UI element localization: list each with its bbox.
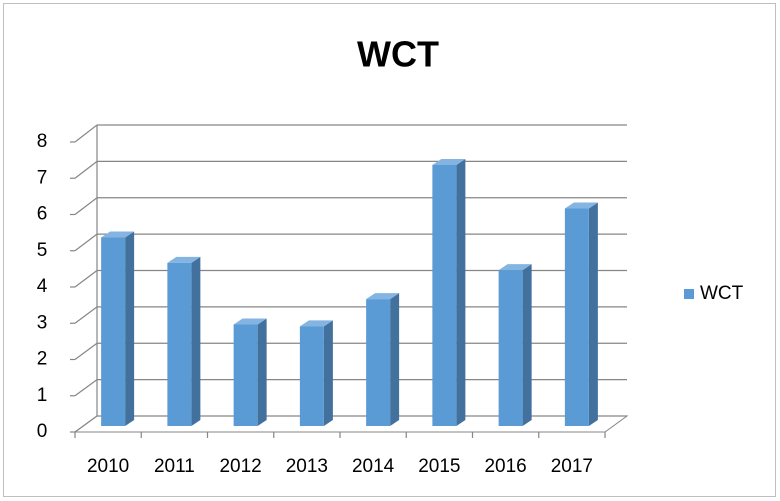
- bar: [432, 159, 466, 426]
- y-tick-label: 7: [37, 167, 48, 188]
- y-tick-label: 8: [37, 131, 48, 152]
- bar-top: [101, 231, 135, 238]
- bar-front: [101, 237, 126, 426]
- legend-swatch: [684, 289, 694, 299]
- grid-line-side: [74, 124, 98, 143]
- bar-side: [522, 264, 532, 426]
- x-tick-label: 2013: [286, 456, 328, 477]
- bar-top: [498, 264, 532, 271]
- bar: [233, 318, 267, 426]
- x-tick-label: 2011: [154, 456, 195, 477]
- bar: [498, 264, 532, 426]
- x-tick-label: 2017: [551, 456, 593, 477]
- legend-label: WCT: [700, 283, 744, 304]
- y-tick-label: 5: [37, 240, 48, 261]
- x-tick-label: 2014: [352, 456, 395, 477]
- grid-line-side: [74, 306, 98, 324]
- bar: [299, 320, 333, 426]
- bar-front: [233, 324, 258, 426]
- bar-side: [191, 256, 201, 426]
- y-tick-label: 3: [37, 312, 48, 333]
- grid-line-side: [74, 233, 98, 252]
- bar-side: [257, 318, 267, 426]
- bar-front: [299, 326, 324, 426]
- bar-top: [366, 293, 400, 300]
- bar: [101, 231, 135, 426]
- x-tick-label: 2015: [418, 456, 460, 477]
- bar-top: [233, 318, 267, 325]
- x-tick-label: 2012: [219, 456, 261, 477]
- bar-side: [588, 202, 598, 426]
- bar-side: [323, 320, 333, 426]
- bar: [564, 202, 598, 426]
- x-tick-label: 2016: [484, 456, 526, 477]
- bar-front: [366, 299, 391, 426]
- grid-line-side: [74, 342, 98, 360]
- bar-front: [564, 208, 589, 426]
- y-tick-label: 6: [37, 204, 48, 225]
- bar-front: [498, 270, 523, 426]
- y-tick-label: 0: [37, 421, 48, 442]
- chart-title: WCT: [357, 34, 439, 75]
- grid-line-side: [74, 415, 98, 433]
- grid-line-side: [74, 197, 98, 215]
- grid-line-side: [74, 379, 98, 397]
- bar-top: [432, 159, 466, 165]
- bar-front: [167, 262, 192, 426]
- grid-line-side: [74, 160, 98, 179]
- bar-top: [167, 256, 201, 263]
- x-tick-label: 2010: [87, 456, 129, 477]
- bar-top: [564, 202, 598, 209]
- bar-side: [125, 231, 135, 426]
- bar-side: [390, 293, 400, 426]
- bar: [167, 256, 201, 426]
- grid-line-side: [74, 270, 98, 288]
- bar: [366, 293, 400, 426]
- bar-top: [299, 320, 333, 327]
- y-tick-label: 2: [37, 349, 48, 370]
- bar-side: [456, 159, 466, 426]
- y-tick-label: 4: [37, 276, 48, 297]
- bar-front: [432, 165, 457, 426]
- y-tick-label: 1: [37, 385, 48, 406]
